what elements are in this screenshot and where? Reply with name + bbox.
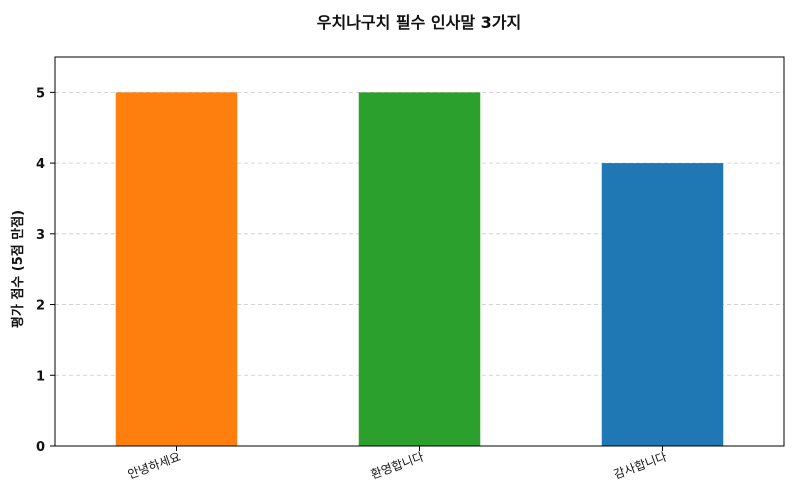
y-tick-label: 0 xyxy=(36,440,45,455)
x-tick-label: 감사합니다 xyxy=(612,450,669,482)
y-tick-label: 3 xyxy=(36,228,45,243)
bars xyxy=(115,92,724,446)
chart-title: 우치나구치 필수 인사말 3가지 xyxy=(317,13,521,32)
bar xyxy=(601,163,724,446)
y-tick-label: 2 xyxy=(36,299,45,314)
x-tick-label: 안녕하세요 xyxy=(126,450,183,482)
y-tick-label: 4 xyxy=(36,157,45,172)
y-axis-ticks: 0 1 2 3 4 5 xyxy=(36,86,55,455)
y-tick-label: 5 xyxy=(36,86,45,101)
bar xyxy=(358,92,481,446)
x-tick-label: 환영합니다 xyxy=(369,450,426,482)
x-axis-ticks: 안녕하세요 환영합니다 감사합니다 xyxy=(126,446,669,482)
y-tick-label: 1 xyxy=(36,369,45,384)
y-axis-label: 평가 점수 (5점 만점) xyxy=(10,210,26,328)
bar xyxy=(115,92,238,446)
